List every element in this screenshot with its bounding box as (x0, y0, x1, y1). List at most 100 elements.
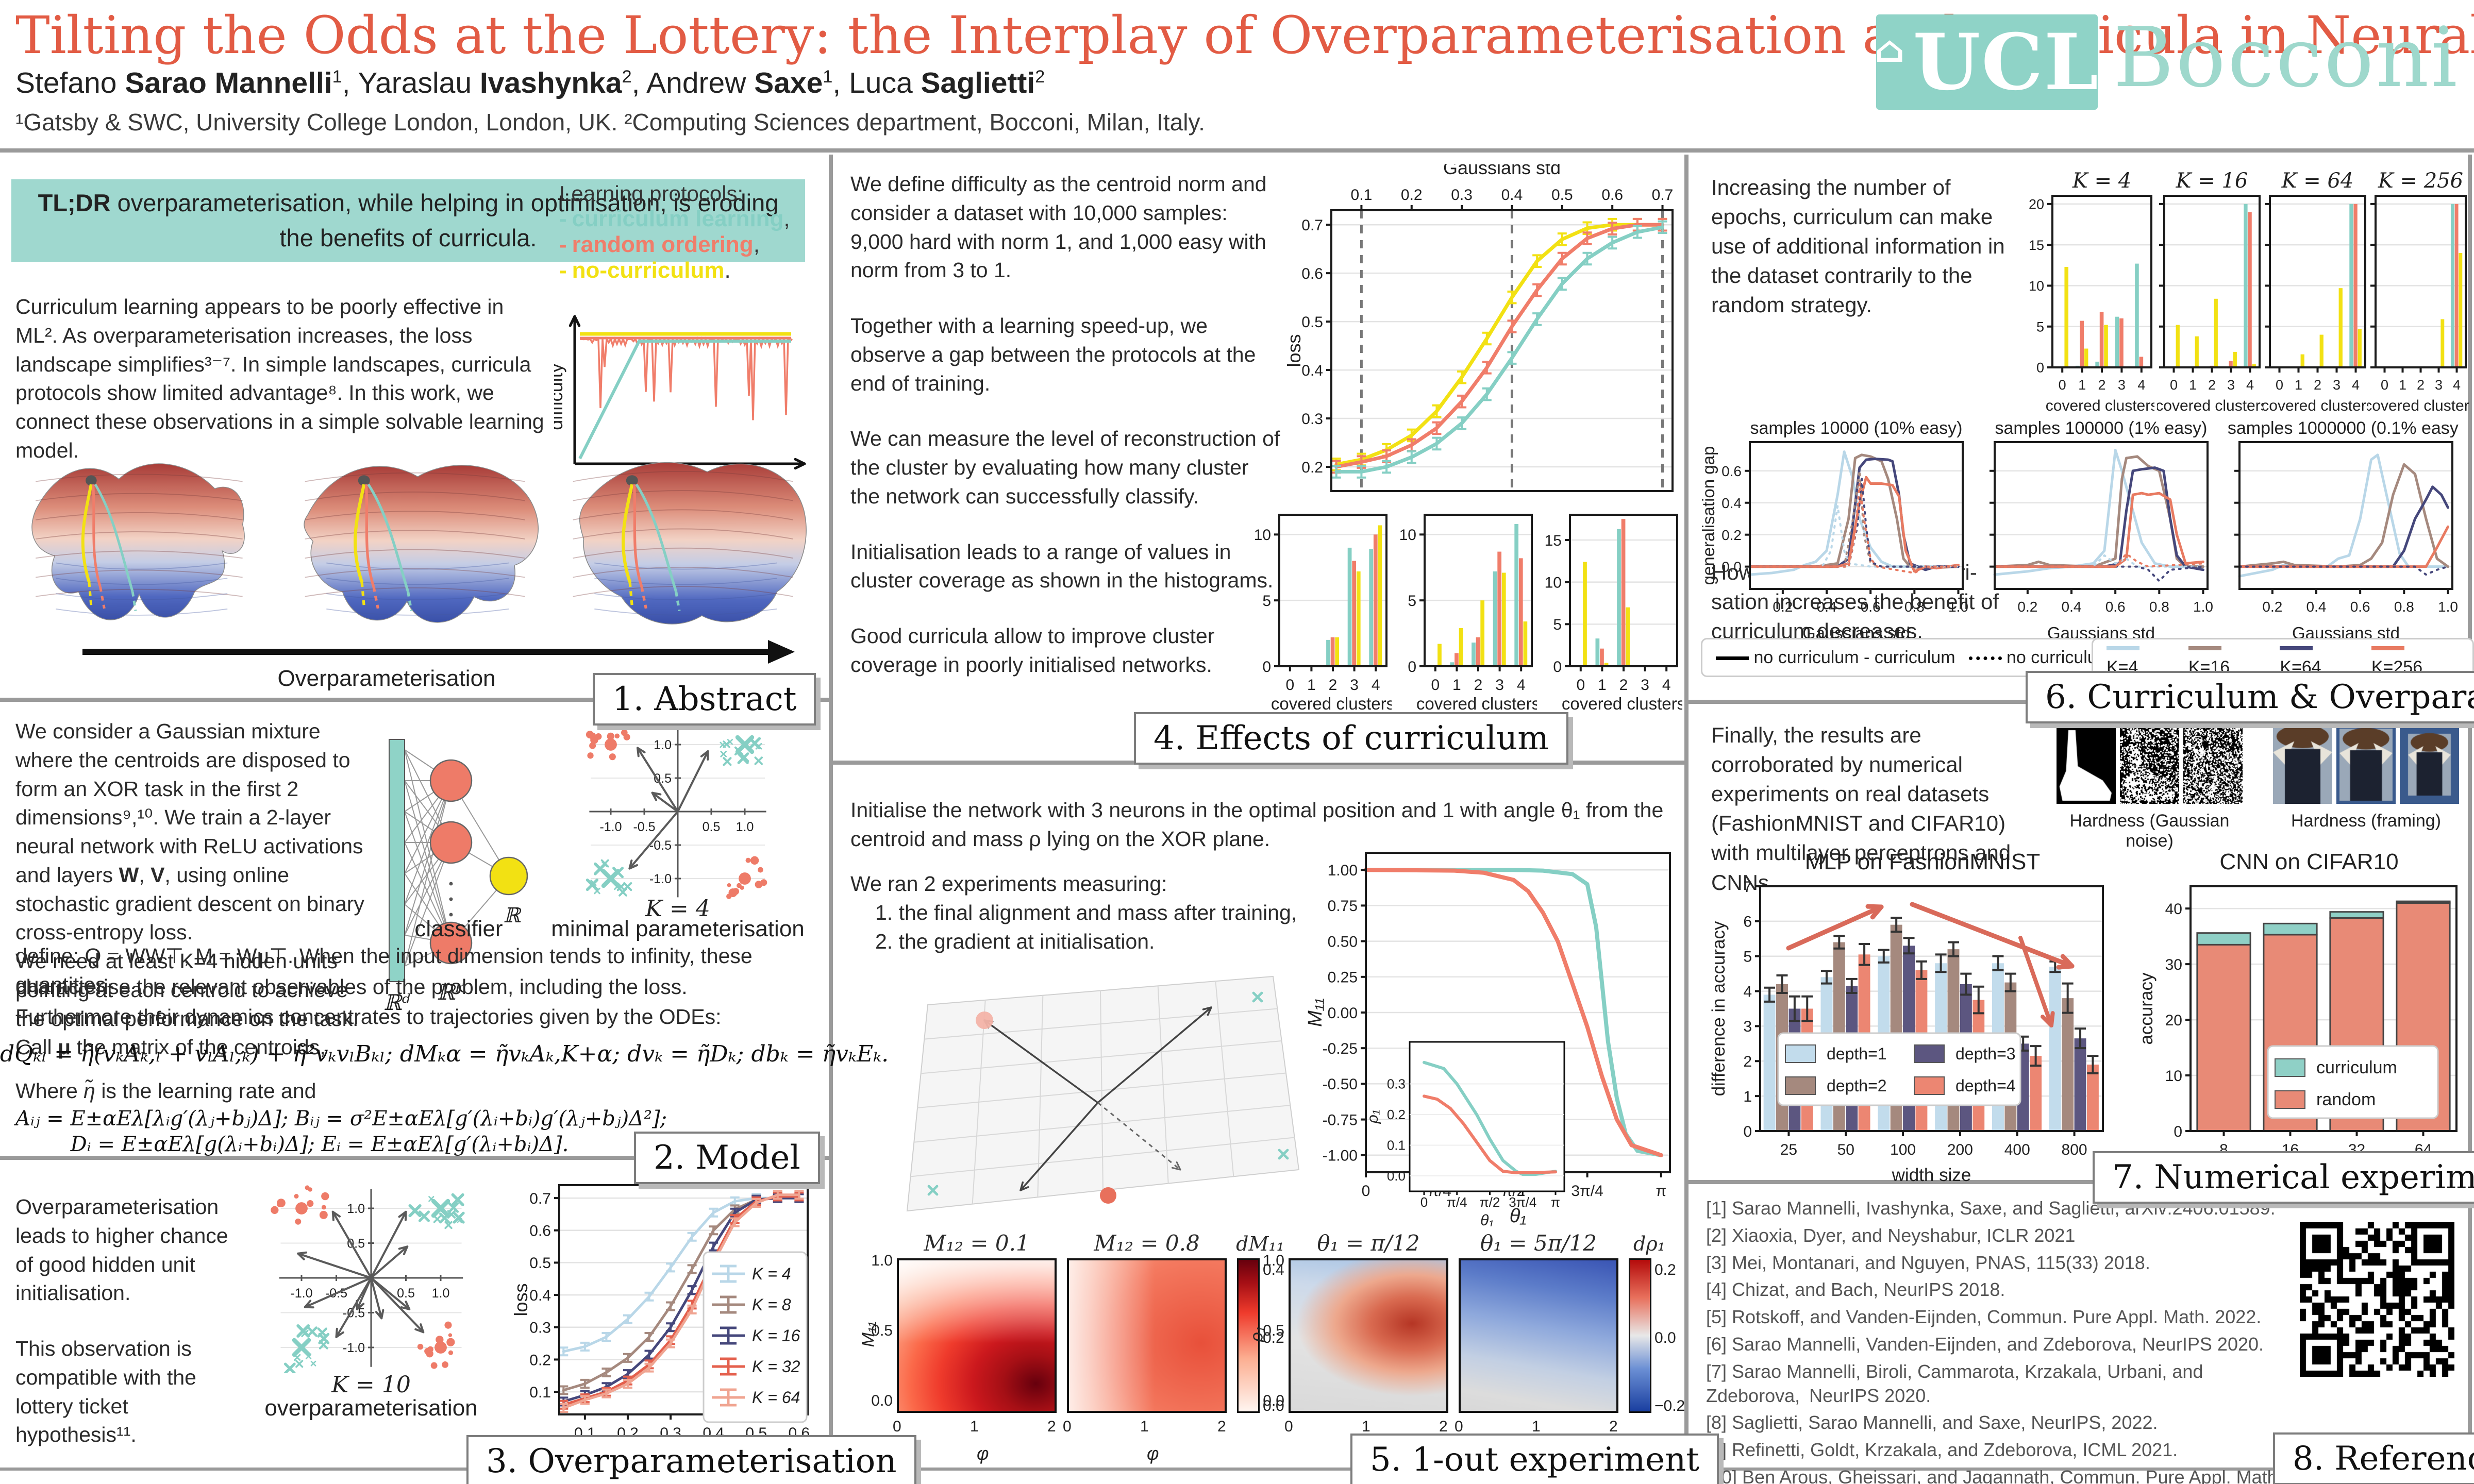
colorbar-drho (1629, 1258, 1651, 1413)
author: Luca Saglietti2 (849, 66, 1045, 99)
author: Yaraslau Ivashynka2 (358, 66, 632, 99)
svg-text:covered clusters: covered clusters (1271, 694, 1392, 713)
svg-text:0.4: 0.4 (529, 1287, 551, 1304)
heatmap-drho-low (1289, 1258, 1448, 1413)
svg-text:10: 10 (1399, 527, 1416, 544)
xor-plane-3d-sketch (906, 975, 1300, 1212)
svg-text:2: 2 (1329, 677, 1338, 694)
axis-tick: 1.0 (1263, 1252, 1284, 1269)
svg-text:1.0: 1.0 (736, 820, 754, 834)
svg-text:width size: width size (1892, 1165, 1971, 1185)
fashionmnist-image-noisy2 (2183, 726, 2243, 804)
svg-text:0: 0 (1576, 677, 1585, 694)
svg-text:2: 2 (1474, 677, 1483, 694)
svg-text:3: 3 (2118, 377, 2126, 393)
svg-text:ℝ: ℝ (503, 904, 522, 927)
svg-text:1.0: 1.0 (347, 1202, 365, 1216)
svg-text:40: 40 (2165, 901, 2182, 918)
curriculum-text: We define difficulty as the centroid nor… (850, 172, 1280, 677)
svg-text:0: 0 (1262, 659, 1271, 676)
svg-text:3: 3 (1495, 677, 1504, 694)
axis-tick: 0 (1063, 1418, 1072, 1435)
svg-text:2: 2 (1743, 1053, 1752, 1070)
svg-text:25: 25 (1780, 1141, 1797, 1158)
svg-text:-0.5: -0.5 (633, 820, 655, 834)
svg-text:0.50: 0.50 (1328, 933, 1358, 950)
svg-text:0.6: 0.6 (2105, 599, 2126, 615)
svg-text:2: 2 (2208, 377, 2216, 393)
svg-text:1: 1 (2295, 377, 2302, 393)
sec7-divider (1689, 1180, 2474, 1184)
xor-scatter-k10: -1.0-0.50.51.01.00.5-0.5-1.0 (271, 1185, 465, 1373)
svg-text:-1.00: -1.00 (1323, 1148, 1358, 1165)
svg-text:3: 3 (2333, 377, 2341, 393)
svg-text:0.2: 0.2 (1721, 527, 1742, 543)
svg-text:800: 800 (2062, 1141, 2087, 1158)
svg-text:1.0: 1.0 (654, 738, 672, 752)
cifar-image-frame2 (2400, 726, 2459, 804)
svg-text:1: 1 (1598, 677, 1607, 694)
axis-tick: 0.2 (1263, 1329, 1284, 1346)
svg-text:π/4: π/4 (1447, 1194, 1467, 1210)
svg-text:10: 10 (2165, 1068, 2182, 1085)
svg-text:-0.50: -0.50 (1323, 1076, 1358, 1093)
reference-item: [8] Saglietti, Sarao Mannelli, and Saxe,… (1706, 1412, 2158, 1434)
svg-text:0.7: 0.7 (1301, 217, 1323, 234)
svg-text:5: 5 (1262, 593, 1271, 610)
phi-axis-label: φ (977, 1443, 989, 1464)
overparam-text: Overparameterisation leads to higher cha… (15, 1195, 228, 1447)
svg-text:0.7: 0.7 (1652, 187, 1674, 204)
mlp-chart-title: MLP on FashionMNIST (1804, 849, 2041, 874)
k10-caption: K = 10 (331, 1372, 411, 1398)
axis-tick: 0.5 (1263, 1322, 1284, 1339)
reference-item: [4] Chizat, and Bach, NeurIPS 2018. (1706, 1279, 2005, 1301)
svg-text:0: 0 (2059, 377, 2066, 393)
reference-item: [2] Xiaoxia, Dyer, and Neyshabur, ICLR 2… (1706, 1224, 2076, 1246)
svg-text:samples 10000 (10% easy): samples 10000 (10% easy) (1750, 418, 1962, 438)
axis-tick: −0.2 (1654, 1397, 1685, 1414)
axis-tick: 2 (1609, 1418, 1618, 1435)
svg-text:100: 100 (1890, 1141, 1916, 1158)
svg-text:curriculum: curriculum (2316, 1058, 2397, 1077)
svg-text:π: π (1656, 1183, 1666, 1200)
header-divider (0, 148, 2474, 153)
svg-text:covered clusters: covered clusters (2263, 397, 2368, 414)
svg-text:15: 15 (1545, 532, 1562, 549)
svg-text:0.3: 0.3 (1301, 411, 1323, 428)
svg-text:0: 0 (1553, 659, 1562, 676)
svg-text:0.6: 0.6 (1601, 187, 1623, 204)
svg-text:2: 2 (2314, 377, 2321, 393)
svg-text:3: 3 (1641, 677, 1649, 694)
svg-text:0.1: 0.1 (1387, 1138, 1406, 1153)
author: Stefano Sarao Mannelli1 (15, 66, 342, 99)
svg-text:0: 0 (2276, 377, 2283, 393)
svg-text:3: 3 (2227, 377, 2235, 393)
svg-text:10: 10 (1545, 574, 1562, 591)
svg-text:π/2: π/2 (1480, 1194, 1500, 1210)
svg-text:1: 1 (1452, 677, 1461, 694)
svg-text:0.1: 0.1 (529, 1384, 551, 1401)
svg-text:0.2: 0.2 (1301, 459, 1323, 476)
section-label-numerical: 7. Numerical experiments (2093, 1151, 2474, 1204)
svg-text:20: 20 (2029, 197, 2044, 212)
svg-text:10: 10 (2029, 278, 2044, 294)
section-label-curr-over: 6. Curriculum & Overparameterisation (2026, 671, 2474, 723)
svg-text:3π/4: 3π/4 (1571, 1183, 1603, 1200)
svg-text:1.0: 1.0 (2193, 599, 2213, 615)
loss-landscape-surfaces-image (31, 462, 807, 625)
protocol-item: - no-curriculum. (559, 258, 731, 283)
model-define-1: define: Q = WW⊤, M = Wμ⊤. When the input… (15, 944, 753, 997)
bocconi-logo: Bocconi (2113, 9, 2460, 106)
colorbar-drho-title: dρ₁ (1633, 1233, 1665, 1255)
svg-text:4: 4 (2453, 377, 2461, 393)
heatmap3-title: θ₁ = π/12 (1317, 1230, 1420, 1256)
axis-tick: 2 (1047, 1418, 1056, 1435)
svg-text:random: random (2316, 1090, 2376, 1109)
svg-text:0: 0 (2381, 377, 2388, 393)
svg-text:-0.25: -0.25 (1323, 1040, 1358, 1057)
svg-text:0: 0 (2170, 377, 2178, 393)
